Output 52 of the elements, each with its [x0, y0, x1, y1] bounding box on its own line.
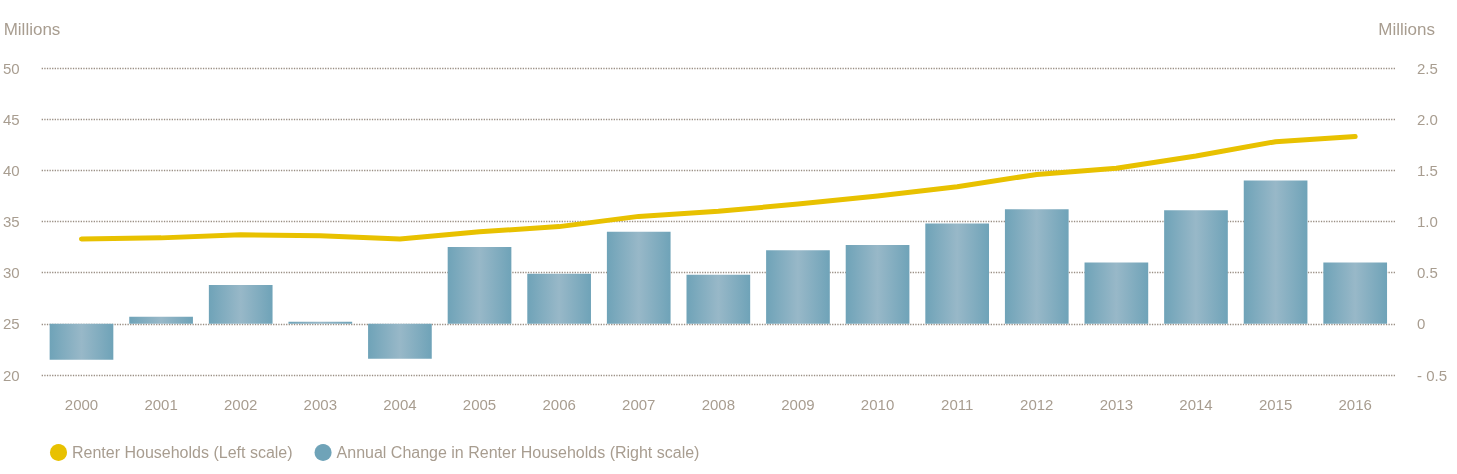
bar: [1164, 210, 1228, 324]
x-tick-label: 2006: [542, 396, 576, 413]
y2-tick-label: 0: [1417, 315, 1426, 333]
x-tick-label: 2012: [1020, 396, 1054, 413]
x-tick-label: 2003: [303, 396, 337, 413]
bar: [925, 223, 990, 324]
bar: [288, 321, 353, 324]
y-tick-label: 25: [3, 315, 20, 333]
x-tick-label: 2000: [64, 396, 99, 413]
legend-label: Renter Households (Left scale): [72, 444, 293, 461]
x-tick-label: 2004: [383, 396, 417, 413]
x-tick-label: 2007: [622, 396, 656, 413]
y-tick-label: 40: [3, 161, 20, 179]
x-tick-label: 2014: [1179, 396, 1213, 413]
bar: [1323, 262, 1388, 324]
y-tick-label: 45: [3, 110, 20, 128]
y-axis-title: Millions: [3, 20, 61, 39]
y2-tick-label: 0.5: [1417, 264, 1438, 282]
y2-tick-label: 2.5: [1417, 59, 1438, 77]
bar: [686, 274, 751, 324]
x-tick-label: 2015: [1258, 396, 1293, 413]
x-tick-label: 2008: [701, 396, 736, 413]
y2-tick-label: 2.0: [1417, 110, 1438, 128]
y-tick-label: 35: [3, 213, 20, 230]
bar: [368, 323, 432, 359]
bar: [129, 316, 193, 324]
bar: [606, 231, 671, 324]
y-tick-label: 50: [3, 59, 20, 77]
bar: [1004, 209, 1069, 324]
bar: [1084, 262, 1149, 324]
bar: [447, 247, 512, 324]
x-tick-label: 2011: [941, 396, 974, 413]
y-tick-label: 30: [3, 264, 20, 282]
y2-axis-title: Millions: [1378, 20, 1435, 39]
y2-tick-label: 1.0: [1417, 213, 1438, 230]
x-tick-label: 2002: [224, 396, 258, 413]
legend-label: Annual Change in Renter Households (Right scale): [336, 444, 700, 461]
x-tick-label: 2016: [1338, 396, 1372, 413]
bar: [49, 323, 114, 360]
x-tick-label: 2001: [144, 396, 178, 413]
y-tick-label: 20: [3, 366, 20, 384]
bar: [527, 273, 591, 324]
y2-tick-label: - 0.5: [1417, 366, 1448, 384]
bar: [208, 284, 273, 324]
x-tick-label: 2005: [462, 396, 497, 413]
x-tick-label: 2009: [781, 396, 815, 413]
y2-tick-label: 1.5: [1417, 161, 1438, 179]
bar: [1243, 180, 1308, 324]
bar: [845, 245, 910, 324]
bar: [766, 250, 830, 324]
x-tick-label: 2010: [860, 396, 895, 413]
x-tick-label: 2013: [1099, 396, 1134, 413]
